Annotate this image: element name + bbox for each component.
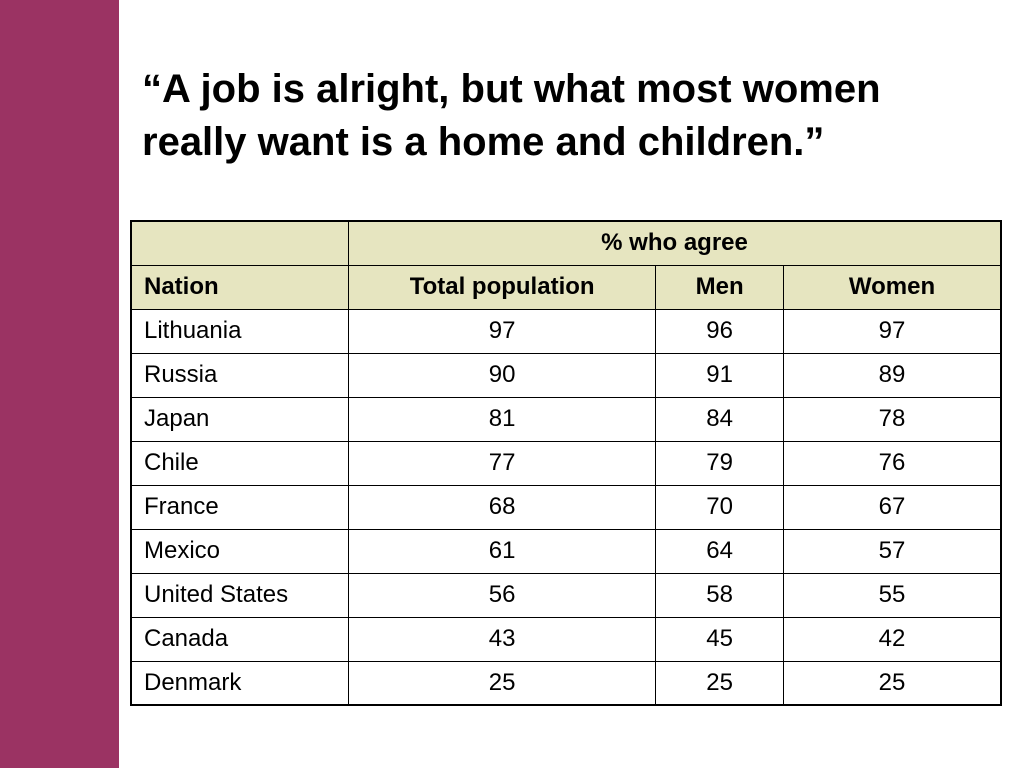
nation-cell: Russia	[130, 352, 350, 398]
empty-header-cell	[130, 220, 350, 266]
column-header-nation: Nation	[130, 264, 350, 310]
total-population-cell: 61	[348, 528, 657, 574]
table-row: Chile 77 79 76	[130, 440, 1002, 486]
group-header-cell: % who agree	[348, 220, 1002, 266]
nation-cell: Lithuania	[130, 308, 350, 354]
men-cell: 70	[655, 484, 784, 530]
nation-cell: Japan	[130, 396, 350, 442]
total-population-cell: 43	[348, 616, 657, 662]
women-cell: 78	[782, 396, 1002, 442]
men-cell: 64	[655, 528, 784, 574]
women-cell: 97	[782, 308, 1002, 354]
table-row: Lithuania 97 96 97	[130, 308, 1002, 354]
men-cell: 91	[655, 352, 784, 398]
total-population-cell: 77	[348, 440, 657, 486]
column-header-men: Men	[655, 264, 784, 310]
total-population-cell: 56	[348, 572, 657, 618]
women-cell: 25	[782, 660, 1002, 706]
agreement-table: % who agree Nation Total population Men …	[130, 220, 1002, 706]
total-population-cell: 90	[348, 352, 657, 398]
women-cell: 55	[782, 572, 1002, 618]
table-row: Canada 43 45 42	[130, 616, 1002, 662]
table-body: Lithuania 97 96 97 Russia 90 91 89 Japan…	[130, 308, 1002, 706]
women-cell: 89	[782, 352, 1002, 398]
men-cell: 25	[655, 660, 784, 706]
group-header-row: % who agree	[130, 220, 1002, 266]
women-cell: 57	[782, 528, 1002, 574]
nation-cell: United States	[130, 572, 350, 618]
column-header-row: Nation Total population Men Women	[130, 264, 1002, 310]
total-population-cell: 68	[348, 484, 657, 530]
men-cell: 45	[655, 616, 784, 662]
total-population-cell: 25	[348, 660, 657, 706]
table-row: France 68 70 67	[130, 484, 1002, 530]
men-cell: 58	[655, 572, 784, 618]
title-line-2: really want is a home and children.”	[142, 120, 825, 164]
title-line-1: “A job is alright, but what most women	[142, 67, 881, 111]
nation-cell: Mexico	[130, 528, 350, 574]
column-header-total-population: Total population	[348, 264, 657, 310]
slide-title: “A job is alright, but what most women r…	[142, 63, 1002, 169]
total-population-cell: 81	[348, 396, 657, 442]
men-cell: 96	[655, 308, 784, 354]
table-row: United States 56 58 55	[130, 572, 1002, 618]
nation-cell: Canada	[130, 616, 350, 662]
women-cell: 42	[782, 616, 1002, 662]
women-cell: 76	[782, 440, 1002, 486]
table-row: Mexico 61 64 57	[130, 528, 1002, 574]
nation-cell: France	[130, 484, 350, 530]
table-row: Denmark 25 25 25	[130, 660, 1002, 706]
nation-cell: Denmark	[130, 660, 350, 706]
table-header: % who agree Nation Total population Men …	[130, 220, 1002, 310]
table-row: Japan 81 84 78	[130, 396, 1002, 442]
nation-cell: Chile	[130, 440, 350, 486]
table-row: Russia 90 91 89	[130, 352, 1002, 398]
men-cell: 79	[655, 440, 784, 486]
women-cell: 67	[782, 484, 1002, 530]
total-population-cell: 97	[348, 308, 657, 354]
men-cell: 84	[655, 396, 784, 442]
sidebar-accent	[0, 0, 119, 768]
column-header-women: Women	[782, 264, 1002, 310]
